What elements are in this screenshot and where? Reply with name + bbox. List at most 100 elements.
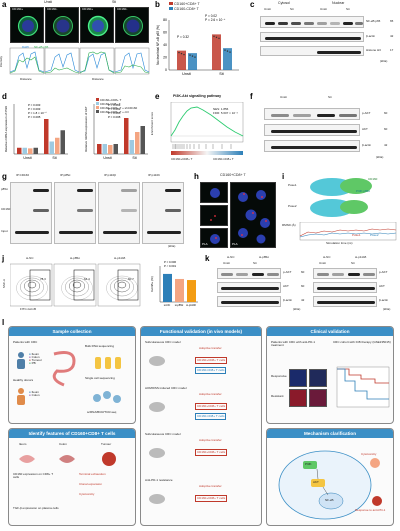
j-gate [29, 269, 51, 301]
i-legend-1: Pose1 [352, 233, 361, 237]
l-box3-right: CRC cohort with ICB therapy (GSE235015) [333, 340, 391, 344]
l-box1-item-2: Colon [31, 355, 40, 360]
j-flow-frame [10, 263, 53, 307]
group-sti: Sti [112, 0, 117, 4]
mouse-icon-4 [149, 494, 165, 504]
l-box2-neg-1: CD160-CD8+ T cells [195, 367, 227, 375]
panel-label-e: e [155, 92, 160, 101]
j-xtick: si-NC [164, 303, 171, 307]
j-gate-2: 64.4 [84, 277, 90, 281]
h-image-3 [200, 228, 228, 248]
mouse-icon-2 [149, 402, 165, 412]
d-legend-1: CD160+CD8+ T [99, 98, 122, 102]
panel-label-k: k [205, 254, 210, 263]
j-contour [68, 279, 86, 293]
b-ytick: 20 [163, 56, 167, 60]
a-axis-x-2: Distance [92, 77, 104, 81]
f-blot-pakt [264, 108, 360, 120]
b-point [218, 37, 220, 40]
h-label-2: PLA [232, 242, 238, 246]
j-bar-ylabel: GzmB+ (%) [150, 276, 154, 292]
f-mw-3: 42 [384, 143, 388, 147]
j-bar-chart: si-NC si-p85α si-p110δ GzmB+ (%) P = 0.006P … [150, 260, 198, 307]
a-axis-y: Intensity [0, 55, 4, 68]
d-bar [22, 147, 27, 154]
b-bar [223, 48, 232, 70]
f-blot-akt [264, 124, 360, 136]
c-sec-cytosol: Cytosol [278, 1, 290, 5]
d-stat: P = 0.003 [108, 103, 121, 107]
c-sec-nuclear: Nuclear [332, 1, 345, 5]
j-bar [187, 280, 196, 302]
l-box2-row-2: AOM/DSS induced CRC model Adoptive trans… [145, 386, 259, 431]
cond-4: CD160- [117, 7, 128, 11]
d-xtick: Sti [132, 156, 136, 160]
l-box3-tissue-1 [289, 369, 307, 387]
h-image-2 [200, 205, 228, 226]
l-box5-label-1: PI3K [305, 462, 312, 466]
j-contour [110, 277, 134, 297]
c-row-1: NF-κB p65 [366, 19, 381, 23]
j-contour [27, 281, 37, 289]
b-legend-2: CD160-CD8+ T [174, 6, 199, 11]
d-bar [44, 119, 49, 154]
c-unit: (kDa) [380, 59, 388, 63]
g-ip-2: IP:p85α [60, 173, 71, 177]
d-legend-4: CD160+CD8+ T + ctrl [99, 110, 129, 115]
j-bar [163, 273, 172, 302]
j-gate-1: 78.3 [40, 277, 46, 281]
l-box4-organ-icons [19, 452, 116, 466]
i-protein-structure [310, 178, 372, 217]
g-row-2: CD160 [1, 207, 11, 211]
d-stat: P = 0.003 [108, 107, 121, 111]
j-gate [117, 269, 139, 301]
a-legend-dapi: DAPI [22, 45, 30, 49]
panel-k: k si-NC si-p85α si-NC si-p110δ Unsti Sti… [205, 254, 400, 314]
b-point [226, 50, 229, 52]
k-mw-3: 42 [301, 298, 305, 302]
j-cond-3: si-p110δ [114, 256, 126, 260]
l-box1-scrna: scRNA/BCR/TCR-seq [87, 410, 117, 414]
j-contour [65, 277, 89, 297]
l-box4-note-5: TGF-β expression on plasma cells [13, 506, 59, 510]
person-icon [17, 352, 25, 369]
panel-label-h: h [194, 172, 199, 181]
c-blot-actin [260, 32, 364, 42]
l-box3-nr: Resistant [271, 394, 284, 398]
k-row-2: AKT [283, 284, 289, 288]
b-ytick: 0 [165, 68, 167, 72]
l-box4-site-3: Tumour [101, 442, 112, 446]
g-blot-3 [98, 182, 140, 244]
d-bar-chart-left: Unsti Sti Relative mRNA expression of PI3K… [4, 103, 68, 160]
k-mw-1: 60 [301, 270, 305, 274]
b-xtick: Sti [219, 72, 224, 76]
i-p85: PI3K p85α [356, 189, 371, 193]
l-box2-pos-1: CD160+CD8+ T cells [195, 357, 228, 365]
l-box4-site-2: Colon [59, 442, 67, 446]
h-label-1: PLA [202, 242, 208, 246]
l-box4-note-1: CD160 expression on CD8+ T cells [13, 472, 53, 480]
b-point [213, 35, 215, 38]
d-bar [33, 147, 38, 154]
g-ip-3: IP:p110β [104, 173, 116, 177]
b-point [183, 53, 185, 56]
d-bar [55, 137, 60, 154]
f-row-3: β-actin [362, 143, 372, 147]
l-box4-title: Identify features of CD160+CD8+ T cells [9, 429, 135, 438]
k-lane-2: si-p85α [259, 255, 269, 259]
cond-3: CD160+ [82, 7, 94, 11]
k-row-1: p-AKT [283, 270, 292, 274]
l-box1-donor-2: Colon [31, 393, 40, 398]
l-box2-row-1: Subcutaneous CRC model Adoptive transfer… [145, 340, 259, 385]
panel-label-a: a [2, 0, 7, 9]
c-lane-1: Unsti [264, 7, 271, 11]
e-title: PI3K-Akt signalling pathway [173, 94, 222, 98]
d-bar [140, 126, 145, 154]
b-point [189, 54, 191, 56]
cell-image-2 [45, 7, 79, 43]
panel-label-d: d [2, 92, 7, 101]
l-box1-item-3: Tumour [31, 358, 42, 363]
f-mw-2: 60 [384, 127, 388, 131]
panel-c: c Cytosol Nuclear Unsti Sti Unsti Sti NF… [250, 0, 400, 86]
tube-icon [95, 357, 121, 369]
